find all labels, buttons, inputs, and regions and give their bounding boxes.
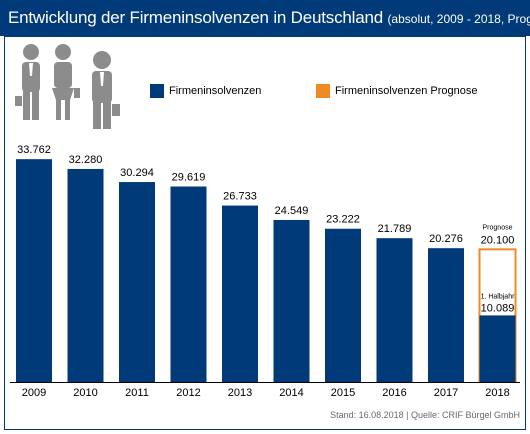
business-people-icon bbox=[15, 44, 120, 129]
bar-value-label: 10.089 bbox=[481, 302, 515, 314]
bar-2012 bbox=[170, 186, 207, 382]
forecast-caption: Prognose bbox=[483, 224, 513, 231]
x-tick-label: 2018 bbox=[485, 387, 509, 399]
bar-2009 bbox=[16, 159, 52, 382]
x-tick-label: 2017 bbox=[434, 387, 458, 399]
x-tick-label: 2016 bbox=[382, 387, 406, 399]
legend-item-forecast: Firmeninsolvenzen Prognose bbox=[316, 84, 477, 98]
legend-item-actual: Firmeninsolvenzen bbox=[150, 84, 261, 98]
x-tick-label: 2011 bbox=[125, 387, 149, 399]
bar-value-label: 23.222 bbox=[326, 214, 360, 226]
forecast-value-label: 20.100 bbox=[481, 234, 515, 246]
legend-swatch-actual bbox=[150, 84, 164, 98]
source-note: Stand: 16.08.2018 | Quelle: CRIF Bürgel … bbox=[330, 410, 520, 420]
bar-value-label: 30.294 bbox=[120, 167, 154, 179]
chart-subtitle: (absolut, 2009 - 2018, Prognose) bbox=[387, 12, 530, 26]
bar-2017 bbox=[428, 248, 464, 382]
x-tick-label: 2015 bbox=[331, 387, 355, 399]
legend-label-forecast: Firmeninsolvenzen Prognose bbox=[335, 85, 478, 97]
x-tick-label: 2009 bbox=[22, 387, 46, 399]
bar-2018 bbox=[479, 315, 516, 382]
legend-label-actual: Firmeninsolvenzen bbox=[169, 85, 262, 97]
x-tick-label: 2014 bbox=[279, 387, 303, 399]
bar-2014 bbox=[273, 219, 310, 382]
bar-value-label: 24.549 bbox=[275, 205, 309, 217]
chart-title: Entwicklung der Firmeninsolvenzen in Deu… bbox=[8, 8, 383, 27]
bar-value-label: 33.762 bbox=[17, 144, 51, 156]
x-tick-label: 2013 bbox=[228, 387, 252, 399]
bar-value-label: 21.789 bbox=[378, 223, 412, 235]
x-tick-label: 2012 bbox=[176, 387, 200, 399]
bar-2016 bbox=[376, 238, 413, 382]
bar-2011 bbox=[119, 182, 155, 382]
bar-2015 bbox=[325, 228, 361, 382]
bar-value-label: 29.619 bbox=[172, 172, 206, 184]
bar-value-label: 20.276 bbox=[429, 233, 463, 245]
bar-value-label: 32.280 bbox=[69, 154, 103, 166]
legend-swatch-forecast bbox=[316, 84, 330, 98]
bar-value-label: 26.733 bbox=[223, 191, 257, 203]
half-year-caption: 1. Halbjahr bbox=[481, 293, 516, 300]
x-tick-label: 2010 bbox=[73, 387, 97, 399]
title-bar: Entwicklung der Firmeninsolvenzen in Deu… bbox=[0, 0, 530, 36]
bar-2010 bbox=[67, 168, 104, 382]
bar-2013 bbox=[222, 205, 258, 382]
